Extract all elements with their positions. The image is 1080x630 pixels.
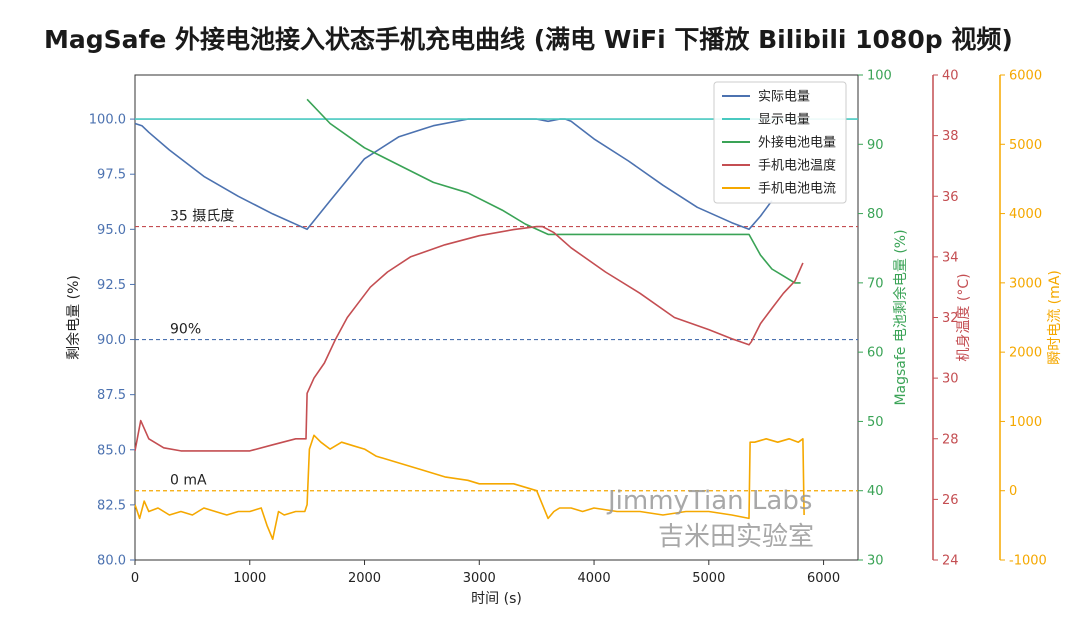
legend-label: 手机电池电流 [758, 182, 836, 197]
y-tick-label: 90.0 [97, 333, 126, 348]
legend-label: 显示电量 [758, 113, 810, 128]
y-axis-label-right3: 瞬时电流 (mA) [1047, 270, 1063, 365]
y-tick-label: 34 [942, 250, 959, 265]
y-tick-label: 24 [942, 554, 959, 569]
y-tick-label: 26 [942, 493, 959, 508]
watermark: JimmyTian Labs 吉米田实验室 [606, 486, 814, 552]
y-tick-label: 80 [867, 207, 884, 222]
y-tick-label: 28 [942, 432, 959, 447]
series-line-right3 [134, 434, 805, 541]
y-tick-label: 36 [942, 190, 959, 205]
plot-border [134, 74, 859, 561]
x-tick-label: 5000 [692, 571, 725, 586]
y-tick-label: 2000 [1009, 346, 1042, 361]
y-tick-label: 92.5 [97, 278, 126, 293]
y-tick-label: 97.5 [97, 168, 126, 183]
x-tick-label: 1000 [233, 571, 266, 586]
y-tick-label: 100 [867, 69, 892, 84]
legend-label: 实际电量 [758, 90, 810, 105]
x-tick-label: 2000 [348, 571, 381, 586]
reference-line-label: 35 摄氏度 [170, 209, 234, 225]
y-axis-label-left: 剩余电量 (%) [65, 275, 82, 360]
legend-entry: 外接电池电量 [722, 135, 836, 151]
y-axis-label-right1: Magsafe 电池剩余电量 (%) [892, 229, 909, 405]
x-tick-label: 0 [131, 571, 139, 586]
y-tick-label: 3000 [1009, 276, 1042, 291]
y-axis-left: 80.0 82.5 85.0 87.5 90.0 92.5 95.0 97.5 100.0 剩余电… [65, 113, 135, 569]
series-line-right1 [306, 98, 801, 284]
y-axis-label-right2: 机身温度 (°C) [956, 273, 972, 361]
x-tick-label: 3000 [463, 571, 496, 586]
y-tick-label: 95.0 [97, 223, 126, 238]
legend-box [713, 81, 847, 204]
chart-title: MagSafe 外接电池接入状态手机充电曲线 (满电 WiFi 下播放 Bili… [44, 25, 1013, 54]
series-line-right2 [134, 225, 804, 452]
x-tick-label: 6000 [807, 571, 840, 586]
y-tick-label: 87.5 [97, 388, 126, 403]
legend-entry: 显示电量 [722, 113, 810, 128]
y-axis-right1: 30 40 50 60 70 80 90 100 Magsafe 电池剩余电量 (%) [858, 69, 909, 569]
reference-line-label: 0 mA [170, 473, 207, 489]
plot-frame [134, 74, 859, 561]
y-tick-label: 38 [942, 129, 959, 144]
y-tick-label: 30 [867, 554, 884, 569]
legend-label: 手机电池温度 [758, 158, 836, 174]
y-tick-label: 85.0 [97, 443, 126, 458]
watermark-line2: 吉米田实验室 [658, 522, 814, 552]
y-tick-label: 4000 [1009, 207, 1042, 222]
y-axis-right3: -1000 0 1000 2000 3000 4000 5000 6000 瞬时电流 (mA) [999, 69, 1063, 569]
y-tick-label: 50 [867, 415, 884, 430]
y-tick-label: 6000 [1009, 69, 1042, 84]
y-tick-label: 100.0 [89, 113, 126, 128]
y-tick-label: -1000 [1009, 554, 1047, 569]
x-axis-label: 时间 (s) [471, 591, 522, 607]
y-tick-label: 40 [867, 484, 884, 499]
legend-label: 外接电池电量 [758, 135, 836, 151]
y-tick-label: 5000 [1009, 138, 1042, 153]
y-tick-label: 30 [942, 372, 959, 387]
y-tick-label: 82.5 [97, 498, 126, 513]
y-tick-label: 80.0 [97, 554, 126, 569]
y-tick-label: 32 [942, 311, 959, 326]
y-tick-label: 0 [1009, 484, 1017, 499]
legend-entry: 实际电量 [722, 90, 810, 105]
legend-entry: 手机电池电流 [722, 182, 836, 197]
y-tick-label: 1000 [1009, 415, 1042, 430]
reference-lines: 35 摄氏度 90% 0 mA [135, 209, 858, 492]
x-tick-label: 4000 [578, 571, 611, 586]
y-tick-label: 40 [942, 69, 959, 84]
watermark-line1: JimmyTian Labs [606, 486, 812, 516]
reference-line-label: 90% [170, 322, 201, 338]
y-tick-label: 90 [867, 138, 884, 153]
y-axis-right2: 24 26 28 30 32 34 36 38 40 机身温度 (°C) [932, 69, 972, 569]
y-tick-label: 70 [867, 276, 884, 291]
y-tick-label: 60 [867, 346, 884, 361]
legend-entry: 手机电池温度 [722, 158, 836, 174]
